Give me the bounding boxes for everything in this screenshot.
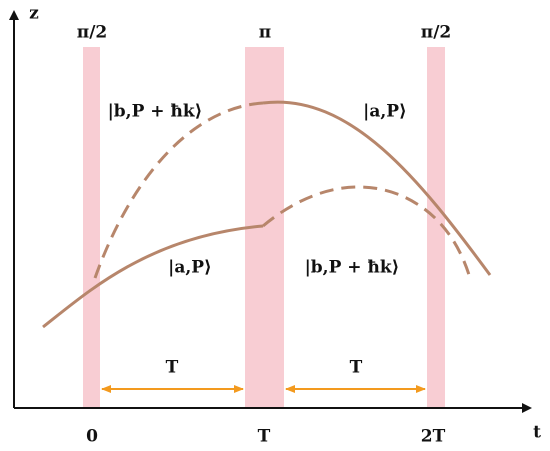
state-label: |a,P⟩ (168, 258, 212, 278)
state-label: |b,P + ħk⟩ (305, 258, 400, 278)
trajectories (42, 100, 492, 329)
upper-path (262, 100, 492, 276)
interval-label: T (166, 358, 179, 378)
lower-path-dashed (262, 185, 472, 279)
pulse-band (427, 47, 445, 408)
state-label: |b,P + ħk⟩ (108, 102, 203, 122)
pulse-label: π/2 (421, 23, 451, 43)
interval-label: T (350, 358, 363, 378)
upper-path-dashed (93, 101, 264, 279)
axis-label: t (533, 423, 541, 443)
axis-label: z (29, 4, 39, 24)
time-tick: 0 (86, 427, 98, 447)
state-label: |a,P⟩ (363, 102, 407, 122)
pulse-label: π/2 (77, 23, 107, 43)
lower-path (42, 224, 264, 329)
pulse-band (83, 47, 100, 408)
pulse-label: π (259, 23, 271, 43)
time-tick: T (258, 427, 271, 447)
time-tick: 2T (421, 427, 446, 447)
